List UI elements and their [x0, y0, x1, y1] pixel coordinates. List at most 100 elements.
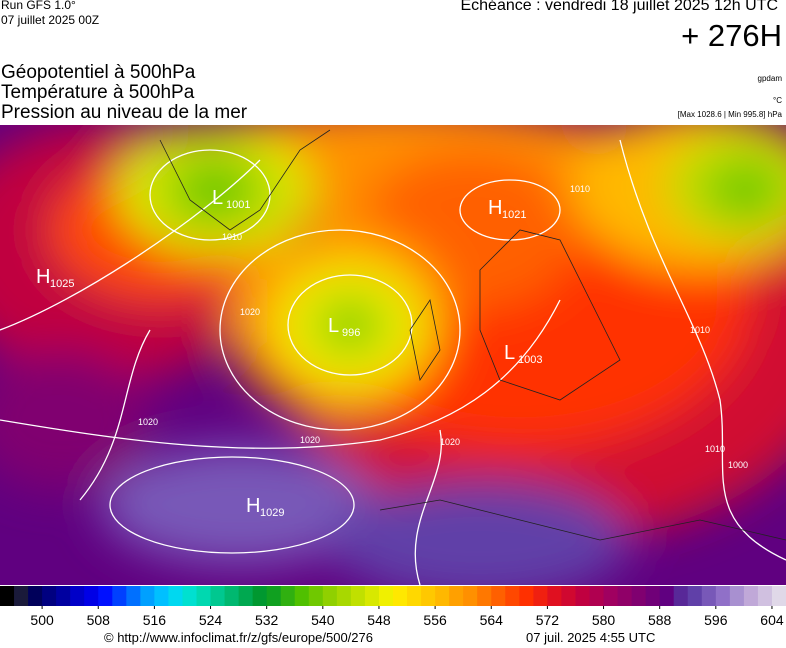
unit: °C [773, 96, 782, 105]
center-value: 1021 [502, 209, 526, 221]
color-swatch [280, 586, 296, 606]
tick-label: 500 [30, 612, 54, 628]
color-swatch [14, 586, 29, 606]
color-swatch [224, 586, 240, 606]
color-swatch [519, 586, 534, 606]
color-swatch [238, 586, 254, 606]
color-swatch [701, 586, 717, 606]
center-value: 1029 [260, 507, 284, 519]
tick-label: 572 [536, 612, 560, 628]
color-swatch [0, 586, 15, 606]
map-field [0, 125, 786, 585]
center-value: 1003 [518, 354, 542, 366]
color-swatch [112, 586, 127, 606]
color-swatch [322, 586, 338, 606]
source: © http://www.infoclimat.fr/z/gfs/europe/… [104, 630, 373, 645]
tick-label: 548 [367, 612, 391, 628]
generated-time: 07 juil. 2025 4:55 UTC [526, 630, 656, 645]
color-swatch [407, 586, 422, 606]
color-swatch [154, 586, 169, 606]
center-letter: H [36, 266, 50, 288]
color-swatch [126, 586, 141, 606]
tick-label: 580 [592, 612, 616, 628]
color-swatch [771, 586, 786, 606]
color-swatch [42, 586, 57, 606]
contour-label: 1020 [240, 307, 260, 317]
tick-label: 516 [143, 612, 167, 628]
contour-label: 1010 [705, 444, 725, 454]
color-swatch [561, 586, 576, 606]
color-swatch [393, 586, 408, 606]
color-swatch [617, 586, 633, 606]
color-swatch [210, 586, 226, 606]
center-value: 1025 [50, 278, 74, 290]
valid-time: Echéance : vendredi 18 juillet 2025 12h … [460, 0, 778, 14]
color-swatch [70, 586, 85, 606]
tick-label: 588 [648, 612, 672, 628]
color-swatch [715, 586, 731, 606]
tick-label: 604 [760, 612, 784, 628]
center-letter: L [328, 315, 339, 337]
field-name: Géopotentiel à 500hPa [1, 62, 196, 83]
color-swatch [673, 586, 689, 606]
color-swatch [252, 586, 268, 606]
tick-label: 508 [87, 612, 111, 628]
color-swatch [182, 586, 197, 606]
color-swatch [421, 586, 436, 606]
contour-label: 1010 [222, 232, 242, 242]
center-letter: L [212, 187, 223, 209]
color-swatch [378, 586, 394, 606]
lead-time: + 276H [681, 18, 782, 53]
color-swatch [575, 586, 590, 606]
color-swatch [687, 586, 703, 606]
color-swatch [28, 586, 43, 606]
color-swatch [659, 586, 675, 606]
color-swatch [547, 586, 562, 606]
color-swatch [589, 586, 605, 606]
color-swatch [449, 586, 464, 606]
color-swatch [645, 586, 661, 606]
unit: [Max 1028.6 | Min 995.8] hPa [677, 110, 782, 119]
tick-label: 524 [199, 612, 223, 628]
color-swatch [98, 586, 113, 606]
color-swatch [505, 586, 520, 606]
center-letter: H [246, 495, 260, 517]
color-swatch [350, 586, 366, 606]
colorbar: 500 508 516 524 532 540 548 556 564 572 580 588 596 6… [0, 586, 786, 628]
color-swatch [294, 586, 310, 606]
color-swatch [743, 586, 759, 606]
tick-label: 596 [704, 612, 728, 628]
color-swatch [84, 586, 99, 606]
contour-label: 1010 [690, 325, 710, 335]
field-name: Pression au niveau de la mer [1, 102, 248, 123]
color-swatch [266, 586, 282, 606]
color-swatch [477, 586, 492, 606]
contour-label: 1020 [440, 437, 460, 447]
color-swatch [435, 586, 450, 606]
color-swatch [336, 586, 352, 606]
color-swatch [729, 586, 745, 606]
contour-label: 1010 [570, 184, 590, 194]
color-swatch [168, 586, 183, 606]
contour-label: 1020 [300, 435, 320, 445]
color-swatch [56, 586, 71, 606]
unit: gpdam [757, 74, 782, 83]
tick-label: 556 [423, 612, 447, 628]
center-letter: L [504, 342, 515, 364]
color-swatch [757, 586, 773, 606]
center-letter: H [488, 197, 502, 219]
color-swatch [631, 586, 647, 606]
color-swatch [308, 586, 324, 606]
color-swatch [140, 586, 155, 606]
tick-label: 532 [255, 612, 279, 628]
tick-label: 564 [480, 612, 504, 628]
color-swatch [463, 586, 478, 606]
color-swatch [533, 586, 548, 606]
field-name: Température à 500hPa [1, 82, 195, 103]
tick-label: 540 [311, 612, 335, 628]
color-swatch [196, 586, 212, 606]
run-label: Run GFS 1.0° [1, 0, 76, 12]
color-swatch [491, 586, 506, 606]
